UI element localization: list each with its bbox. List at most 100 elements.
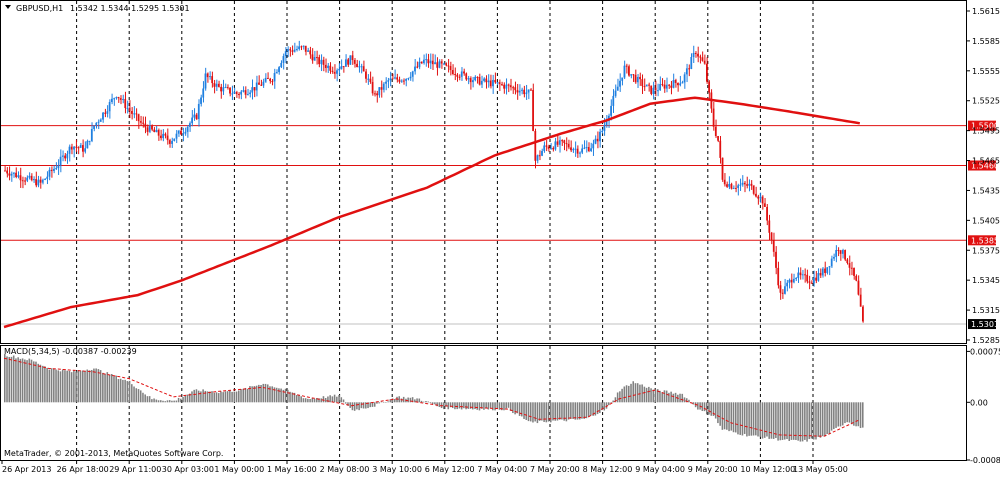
macd-bar: [209, 391, 211, 403]
level-badge-label: 1.5500: [971, 122, 999, 131]
time-tick-label: 7 May 20:00: [530, 465, 580, 474]
candle-body: [692, 53, 695, 57]
candle-body: [287, 49, 289, 52]
macd-bar: [79, 370, 82, 403]
candle-body: [367, 78, 370, 80]
macd-bar: [529, 402, 532, 422]
candle-body: [449, 66, 452, 71]
macd-bar: [21, 358, 24, 403]
candle-body: [512, 87, 514, 89]
candle-body: [766, 206, 768, 221]
macd-bar: [636, 383, 639, 403]
macd-bar: [142, 392, 144, 403]
candle-body: [242, 90, 245, 92]
macd-bar: [648, 386, 650, 403]
macd-bar: [244, 387, 247, 403]
macd-bar: [19, 358, 22, 403]
macd-bar: [650, 388, 652, 403]
candle-body: [333, 71, 336, 74]
candle-body: [518, 90, 521, 93]
macd-bar: [420, 400, 423, 403]
candle-body: [672, 80, 675, 88]
macd-bar: [643, 386, 646, 403]
macd-bar: [64, 370, 66, 403]
candle-body: [817, 273, 820, 281]
macd-bar: [46, 367, 48, 403]
candle-body: [358, 66, 361, 68]
symbol-dropdown-icon[interactable]: [5, 5, 11, 9]
candle-body: [828, 266, 831, 268]
candle-body: [30, 175, 33, 181]
macd-bar: [184, 395, 187, 403]
macd-bar: [748, 402, 750, 436]
candle-body: [253, 87, 256, 91]
macd-bar: [772, 402, 775, 439]
macd-bar: [661, 392, 663, 403]
candle-body: [632, 74, 635, 76]
candle-body: [585, 147, 588, 149]
candle-body: [316, 57, 318, 59]
candle-body: [400, 80, 403, 82]
candle-body: [64, 155, 66, 159]
candle-body: [362, 66, 365, 72]
macd-bar: [469, 402, 472, 409]
candle-body: [492, 79, 494, 87]
candle-body: [21, 180, 24, 182]
macd-bar: [108, 374, 111, 403]
macd-bar: [316, 397, 318, 403]
candle-body: [102, 112, 104, 120]
candle-body: [648, 84, 650, 86]
macd-bar: [781, 402, 784, 440]
candle-body: [445, 63, 448, 66]
macd-bar: [275, 387, 278, 403]
macd-bar: [645, 387, 648, 403]
candle-body: [126, 107, 129, 109]
macd-bar: [206, 391, 209, 403]
macd-bar: [389, 399, 392, 403]
macd-bar: [400, 398, 403, 403]
macd-bar: [505, 402, 507, 409]
price-tick-label: 1.5315: [972, 306, 1000, 315]
macd-bar: [344, 402, 347, 404]
macd-bar: [197, 390, 200, 403]
macd-bar: [151, 399, 153, 403]
price-tick-label: 1.5375: [972, 246, 1000, 255]
candle-body: [438, 61, 441, 68]
level-badge: [968, 160, 996, 171]
candle-body: [342, 66, 345, 68]
candle-body: [846, 259, 849, 264]
horizontal-levels[interactable]: 1.5500 1.5460 1.5385: [1, 120, 999, 325]
candle-body: [786, 282, 789, 287]
macd-bar: [850, 402, 853, 425]
macd-bar: [806, 402, 808, 442]
candle-body: [775, 251, 777, 268]
price-tick-label: 1.5435: [972, 186, 1000, 195]
candle-body: [503, 84, 505, 89]
macd-bar: [541, 402, 543, 421]
macd-bar: [329, 395, 331, 403]
candle-body: [160, 135, 162, 139]
candle-body: [28, 175, 31, 178]
candle-body: [26, 177, 29, 181]
candle-body: [532, 89, 534, 132]
candle-body: [77, 147, 80, 149]
candle-body: [407, 78, 410, 80]
macd-bar: [242, 388, 245, 403]
candle-body: [761, 196, 764, 204]
candle-body: [812, 277, 815, 284]
candle-body: [674, 80, 677, 83]
macd-bar: [585, 402, 588, 419]
candle-body: [251, 87, 254, 93]
candle-body: [422, 59, 425, 64]
macd-bar: [587, 402, 590, 417]
macd-bar: [547, 402, 550, 422]
macd-bar: [146, 396, 149, 403]
macd-bar: [302, 398, 305, 403]
candle-body: [505, 84, 508, 89]
time-axis: 26 Apr 2013 26 Apr 18:00 29 Apr 11:00 30 Ap…: [1, 461, 848, 474]
price-axis: 1.56151.55851.55551.55251.54951.54651.54…: [966, 7, 1000, 345]
candle-body: [166, 135, 169, 141]
macd-tick-label: -0.00085: [970, 456, 1000, 465]
